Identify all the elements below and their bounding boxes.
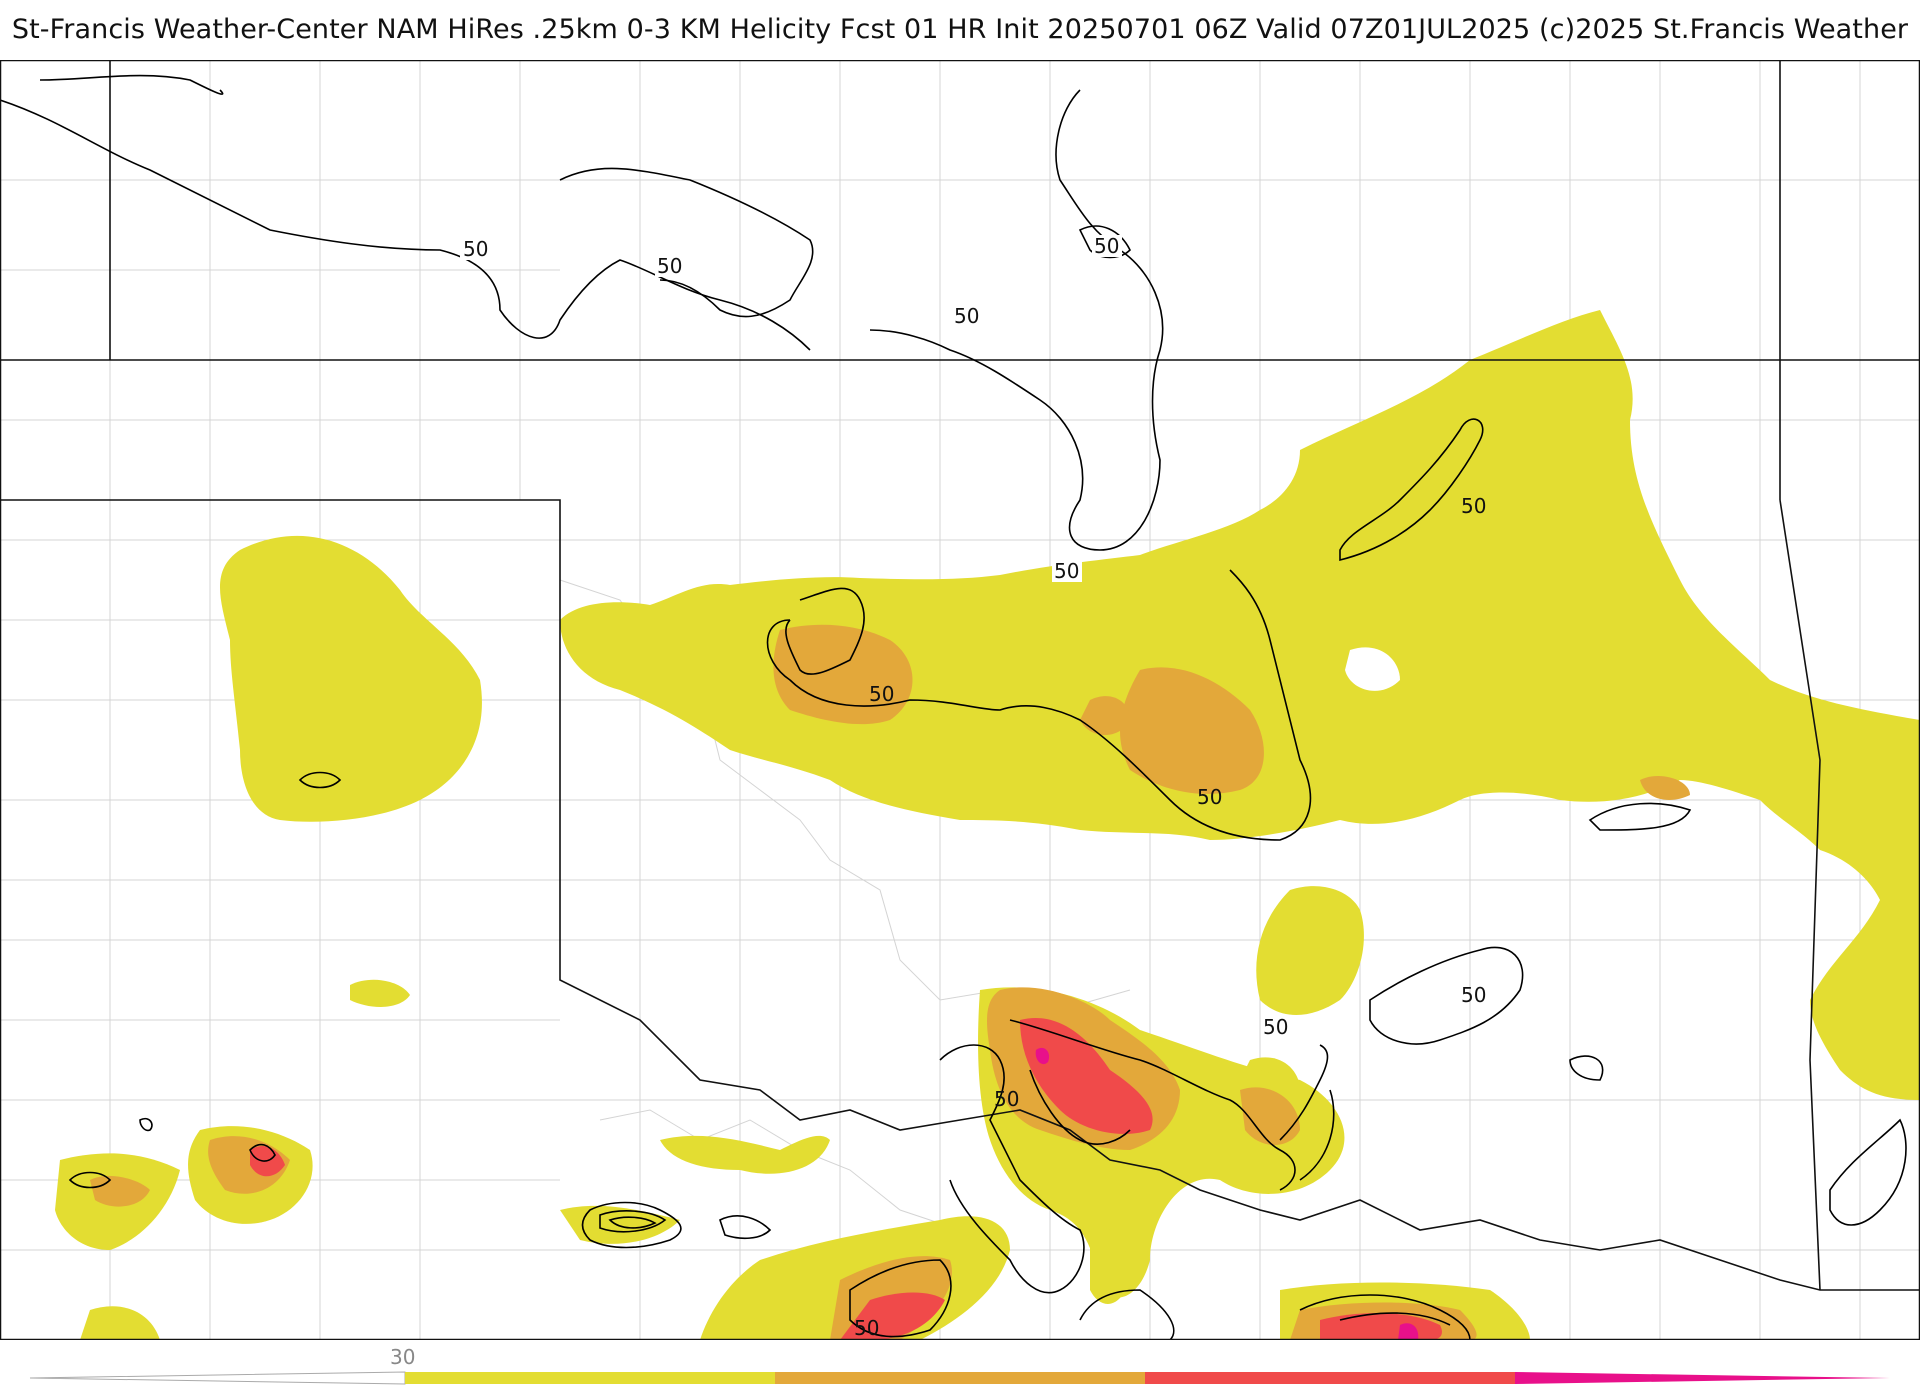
contour-label: 50 — [1461, 983, 1486, 1007]
contour-label-bg — [952, 305, 982, 327]
shading-level-4 — [1035, 1047, 1419, 1340]
contour-label: 50 — [1094, 234, 1119, 258]
shading-level-3 — [250, 1018, 1442, 1340]
contour-label: 50 — [1054, 559, 1079, 583]
state-boundaries — [0, 60, 1920, 1291]
shading-holes — [1345, 647, 1400, 691]
contour-label: 50 — [954, 304, 979, 328]
contour-label: 50 — [994, 1087, 1019, 1111]
colorbar-high-extension — [1515, 1372, 1890, 1384]
helicity-shading — [55, 310, 1920, 1340]
colorbar-tick-label: 30 — [390, 1345, 415, 1369]
contour-label: 50 — [657, 254, 682, 278]
contour-label: 50 — [1263, 1015, 1288, 1039]
map-title: St-Francis Weather-Center NAM HiRes .25k… — [11, 14, 1909, 45]
contour-label-bg — [655, 255, 685, 277]
contour-label-bg — [460, 238, 490, 260]
contour-label: 50 — [463, 237, 488, 261]
helicity-map: 50 50 50 50 50 50 50 50 50 50 50 50 — [0, 60, 1920, 1340]
colorbar-swatch-2 — [775, 1372, 1145, 1384]
colorbar: 30 — [29, 1345, 1890, 1385]
contour-labels: 50 50 50 50 50 50 50 50 50 50 50 50 — [460, 234, 1486, 1340]
colorbar-swatch-3 — [1145, 1372, 1515, 1384]
contour-label: 50 — [854, 1316, 879, 1340]
colorbar-low-extension — [29, 1371, 406, 1385]
colorbar-swatch-1 — [405, 1372, 775, 1384]
contour-label-bg — [1092, 235, 1122, 257]
contour-label: 50 — [1197, 785, 1222, 809]
contour-label: 50 — [869, 682, 894, 706]
contour-label-bg — [1052, 560, 1082, 582]
contour-label: 50 — [1461, 494, 1486, 518]
shading-level-1 — [55, 310, 1920, 1340]
helicity-contours — [0, 74, 1907, 1340]
